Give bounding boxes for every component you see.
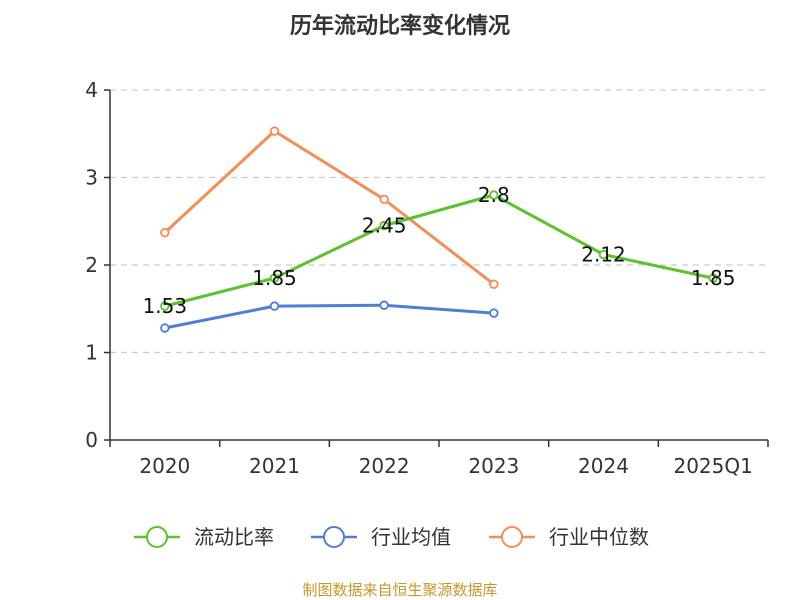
legend-item: 行业中位数 (489, 525, 649, 549)
data-point (489, 190, 499, 200)
data-label: 1.85 (252, 266, 297, 290)
x-tick-label: 2024 (578, 454, 629, 478)
data-point (379, 220, 389, 231)
series-line (163, 303, 496, 330)
chart-title: 历年流动比率变化情况 (290, 13, 510, 39)
x-tick-label: 2023 (468, 454, 519, 478)
legend-label: 行业中位数 (549, 525, 649, 549)
y-tick-label: 1 (85, 341, 98, 365)
data-point (160, 323, 170, 333)
legend-label: 行业均值 (371, 525, 451, 549)
gridlines (110, 89, 768, 354)
data-point (379, 194, 389, 205)
data-point (379, 300, 389, 310)
y-tick-label: 2 (85, 253, 98, 277)
x-tick-label: 2020 (139, 454, 190, 478)
data-point (269, 126, 280, 136)
data-label: 2.45 (362, 214, 407, 238)
legend-item: 流动比率 (134, 525, 274, 549)
y-tick-label: 4 (85, 78, 98, 102)
data-label: 1.53 (143, 294, 188, 318)
data-point (269, 301, 280, 311)
y-tick-label: 3 (85, 166, 98, 190)
data-point (160, 227, 170, 238)
data-point (598, 249, 609, 260)
legend-item: 行业均值 (311, 525, 451, 549)
y-tick-label: 0 (85, 428, 98, 452)
legend-label: 流动比率 (194, 525, 274, 549)
data-point (269, 273, 280, 283)
x-tick-label: 2021 (249, 454, 300, 478)
data-point (160, 301, 170, 311)
data-point (708, 273, 718, 283)
legend-marker (501, 526, 523, 548)
source-note: 制图数据来自恒生聚源数据库 (302, 581, 497, 599)
legend-marker (146, 526, 168, 548)
data-point (489, 279, 499, 289)
series-line (163, 129, 496, 286)
data-labels: 1.53 1.85 2.45 2.8 2.12 1.85 (143, 183, 736, 318)
legend: 流动比率 行业均值 行业中位数 (134, 525, 649, 549)
series-layer (160, 126, 718, 333)
x-tick-label: 2022 (359, 454, 410, 478)
data-point (489, 308, 499, 318)
x-tick-label: 2025Q1 (673, 454, 752, 478)
axes: 0 1 2 3 4 2020 2021 2022 2023 2024 2025Q1 (85, 78, 769, 478)
data-label: 2.8 (478, 183, 510, 207)
legend-marker (323, 526, 345, 548)
data-label: 2.12 (581, 243, 626, 267)
series-line (163, 193, 715, 308)
data-label: 1.85 (691, 266, 736, 290)
